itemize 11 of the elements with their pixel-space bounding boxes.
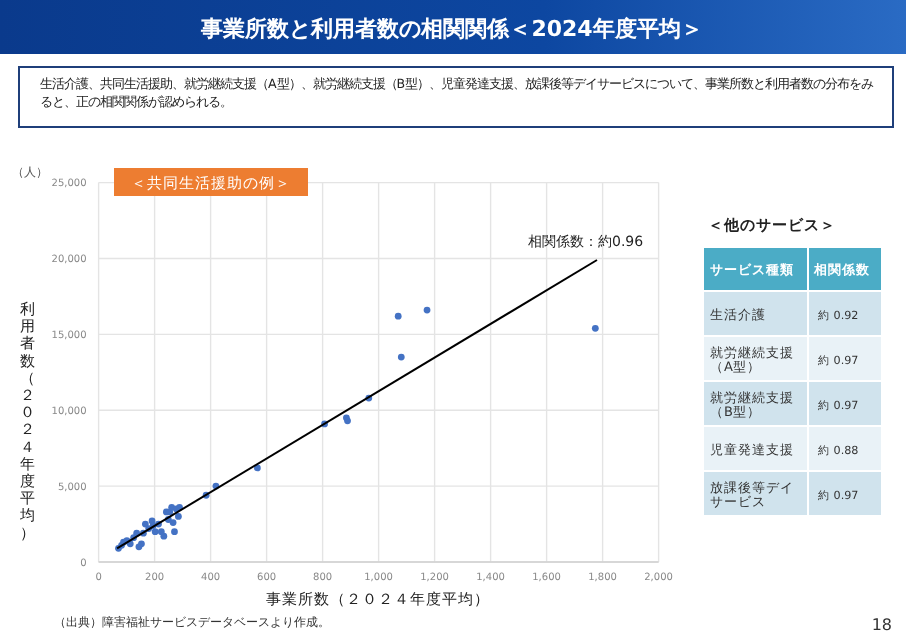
text: 18 bbox=[871, 616, 892, 634]
chart-title: 事業所数と利用者数の相関関係＜2024年度平均＞ bbox=[199, 16, 703, 42]
point bbox=[394, 312, 402, 320]
point bbox=[397, 353, 405, 361]
point bbox=[171, 528, 178, 536]
point bbox=[423, 306, 431, 314]
point bbox=[591, 324, 599, 332]
point bbox=[175, 513, 182, 520]
point bbox=[151, 528, 159, 536]
point bbox=[160, 532, 168, 540]
point bbox=[169, 519, 177, 526]
